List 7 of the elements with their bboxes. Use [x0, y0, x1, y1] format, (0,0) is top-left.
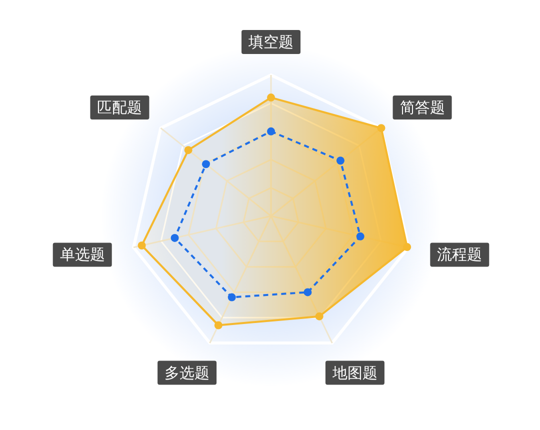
spoke-label: 地图题 — [331, 364, 378, 382]
spoke-label: 多选题 — [164, 364, 210, 382]
spoke-label: 简答题 — [400, 98, 445, 117]
spoke-label: 单选题 — [60, 246, 105, 264]
spoke-label: 填空题 — [248, 33, 294, 51]
spoke-label: 流程题 — [437, 246, 482, 264]
spoke-label: 匹配题 — [97, 98, 142, 117]
